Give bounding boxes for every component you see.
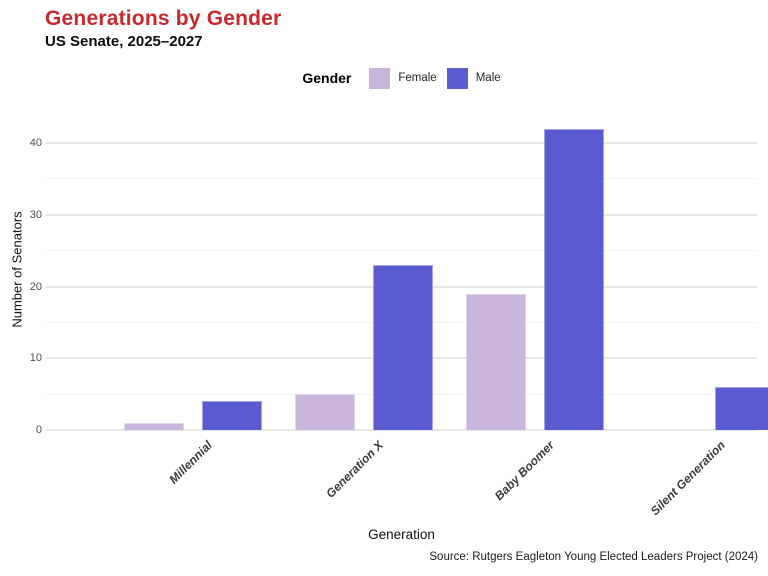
gridline-major-30 xyxy=(46,213,757,216)
legend-swatch-female xyxy=(369,67,391,89)
x-tick-label-generation-x: Generation X xyxy=(322,438,386,501)
legend-title: Gender xyxy=(302,70,352,86)
bar-female-generation-x xyxy=(294,394,355,430)
chart-subtitle: US Senate, 2025–2027 xyxy=(45,33,203,50)
bar-male-millennial xyxy=(202,401,262,430)
x-tick-label-baby-boomer: Baby Boomer xyxy=(491,438,557,504)
y-tick-label-0: 0 xyxy=(35,424,42,436)
bar-male-baby-boomer xyxy=(543,128,604,430)
legend-label-female: Female xyxy=(398,72,437,84)
plot-panel xyxy=(46,108,768,431)
y-tick-label-40: 40 xyxy=(29,137,42,149)
x-tick-label-silent-generation: Silent Generation xyxy=(647,438,728,519)
legend-item-female: Female xyxy=(369,67,437,89)
bar-male-generation-x xyxy=(372,264,433,430)
y-tick-label-20: 20 xyxy=(29,280,42,293)
legend: Gender Female Male xyxy=(46,64,757,92)
x-axis-title: Generation xyxy=(368,527,435,542)
gridline-major-0 xyxy=(46,429,757,431)
gridline-minor-25 xyxy=(46,250,757,252)
y-tick-label-30: 30 xyxy=(29,208,42,221)
gridline-minor-35 xyxy=(46,178,757,180)
legend-swatch-male xyxy=(446,67,468,89)
bar-female-millennial xyxy=(124,422,184,430)
gridline-major-40 xyxy=(46,142,757,144)
source-caption: Source: Rutgers Eagleton Young Elected L… xyxy=(429,551,758,563)
legend-item-male: Male xyxy=(446,67,501,89)
x-tick-label-millennial: Millennial xyxy=(166,438,215,487)
bar-male-silent-generation xyxy=(714,386,768,430)
y-tick-label-10: 10 xyxy=(29,352,42,365)
legend-label-male: Male xyxy=(475,72,501,84)
bar-female-baby-boomer xyxy=(465,293,526,430)
chart-title: Generations by Gender xyxy=(45,7,282,30)
